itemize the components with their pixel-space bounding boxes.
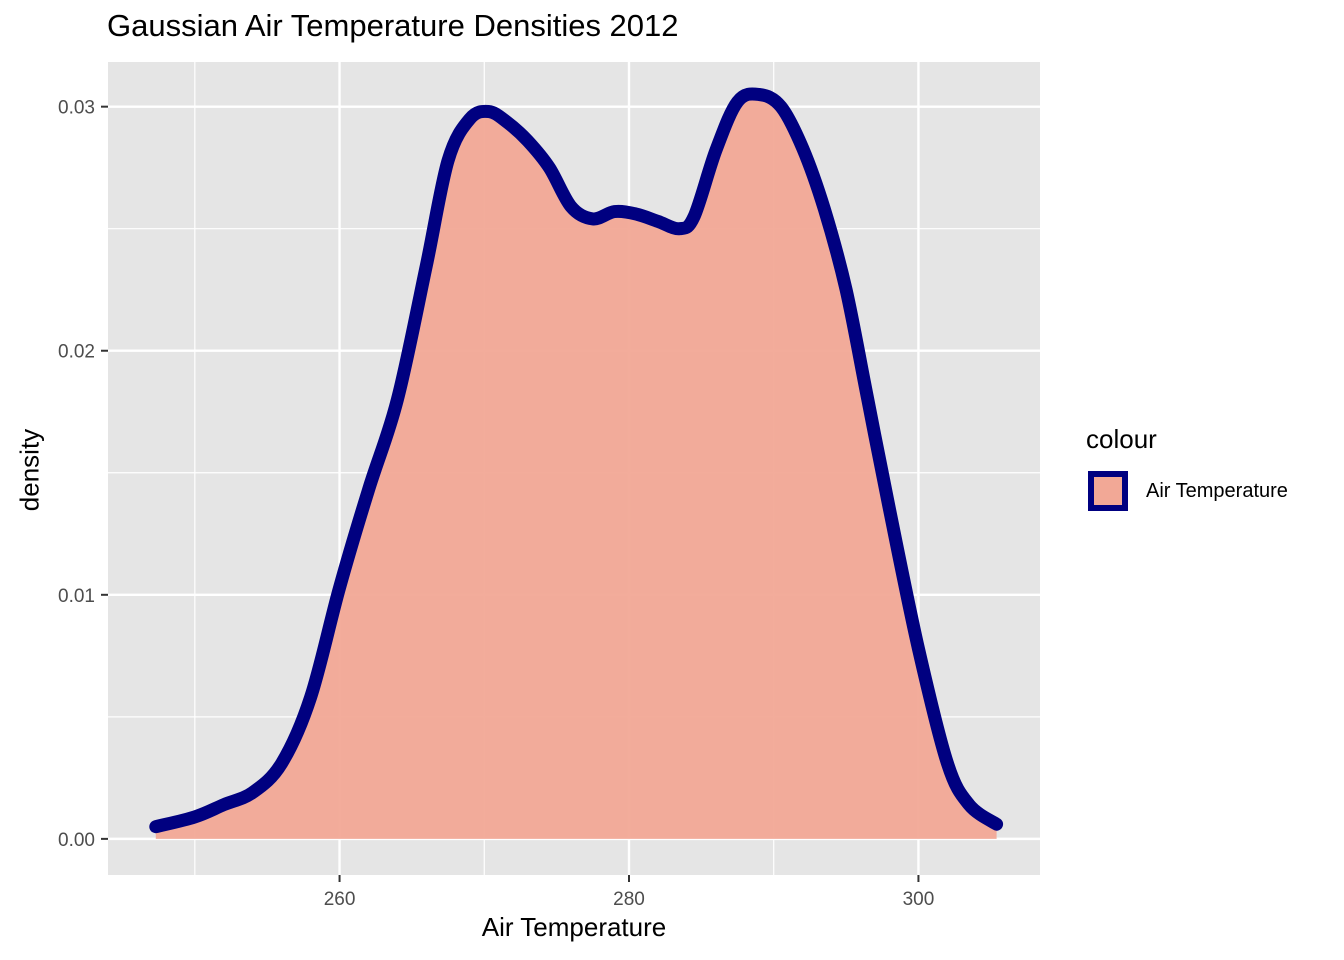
y-tick-label: 0.03: [58, 98, 95, 119]
x-axis: 260 280 300: [324, 875, 935, 910]
y-axis: 0.00 0.01 0.02 0.03: [58, 98, 108, 851]
x-tick-label: 260: [324, 889, 356, 910]
legend-title: colour: [1086, 424, 1157, 454]
y-axis-label: density: [14, 428, 45, 512]
density-line: [149, 87, 1004, 834]
chart-title: Gaussian Air Temperature Densities 2012: [107, 8, 679, 43]
y-tick-label: 0.01: [58, 586, 95, 607]
density-area-fill: [155, 93, 997, 839]
legend-label-air-temperature: Air Temperature: [1146, 480, 1288, 502]
legend-key-air-temperature: [1088, 471, 1128, 511]
x-tick-label: 300: [903, 889, 935, 910]
y-tick-label: 0.00: [58, 830, 95, 851]
x-tick-label: 280: [613, 889, 645, 910]
y-tick-label: 0.02: [58, 342, 95, 363]
x-axis-label: Air Temperature: [481, 912, 667, 942]
